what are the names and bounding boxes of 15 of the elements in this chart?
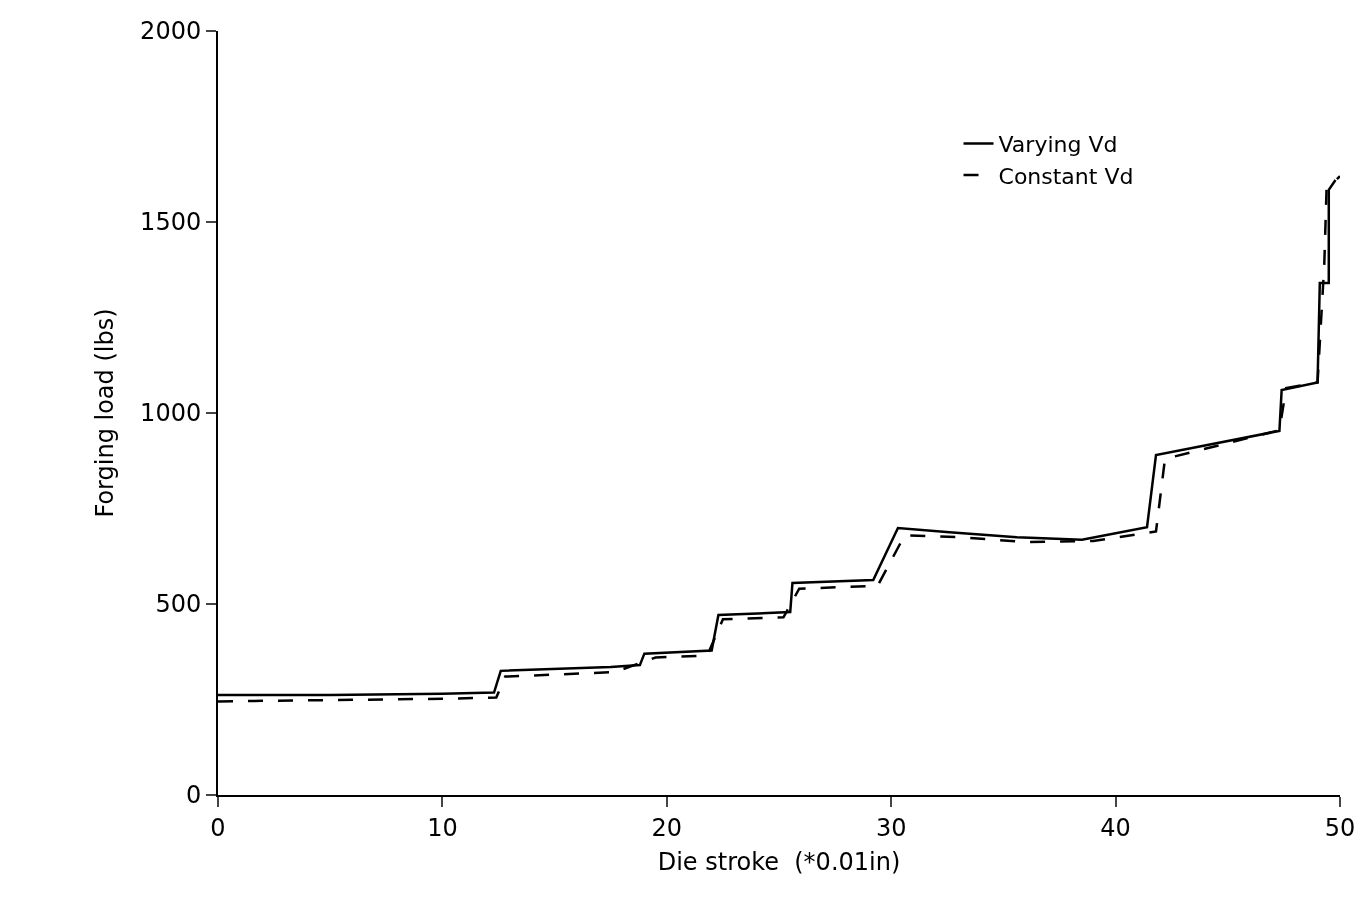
x-tick-label: 0	[210, 813, 226, 842]
y-tick-label: 500	[155, 590, 202, 619]
y-tick-label: 2000	[140, 17, 202, 46]
x-tick-label: 20	[651, 813, 683, 842]
legend-label: Constant Vd	[998, 163, 1134, 189]
y-tick-label: 0	[185, 781, 202, 810]
y-tick-label: 1500	[140, 208, 202, 237]
y-tick-label: 1000	[140, 399, 202, 428]
x-axis-title: Die stroke (*0.01in)	[657, 847, 901, 876]
legend-label: Varying Vd	[998, 132, 1118, 158]
x-tick-label: 50	[1324, 813, 1356, 842]
x-tick-label: 10	[427, 813, 458, 842]
x-tick-label: 40	[1100, 813, 1131, 842]
y-axis-title: Forging load (lbs)	[90, 308, 119, 518]
x-tick-label: 30	[875, 813, 907, 842]
